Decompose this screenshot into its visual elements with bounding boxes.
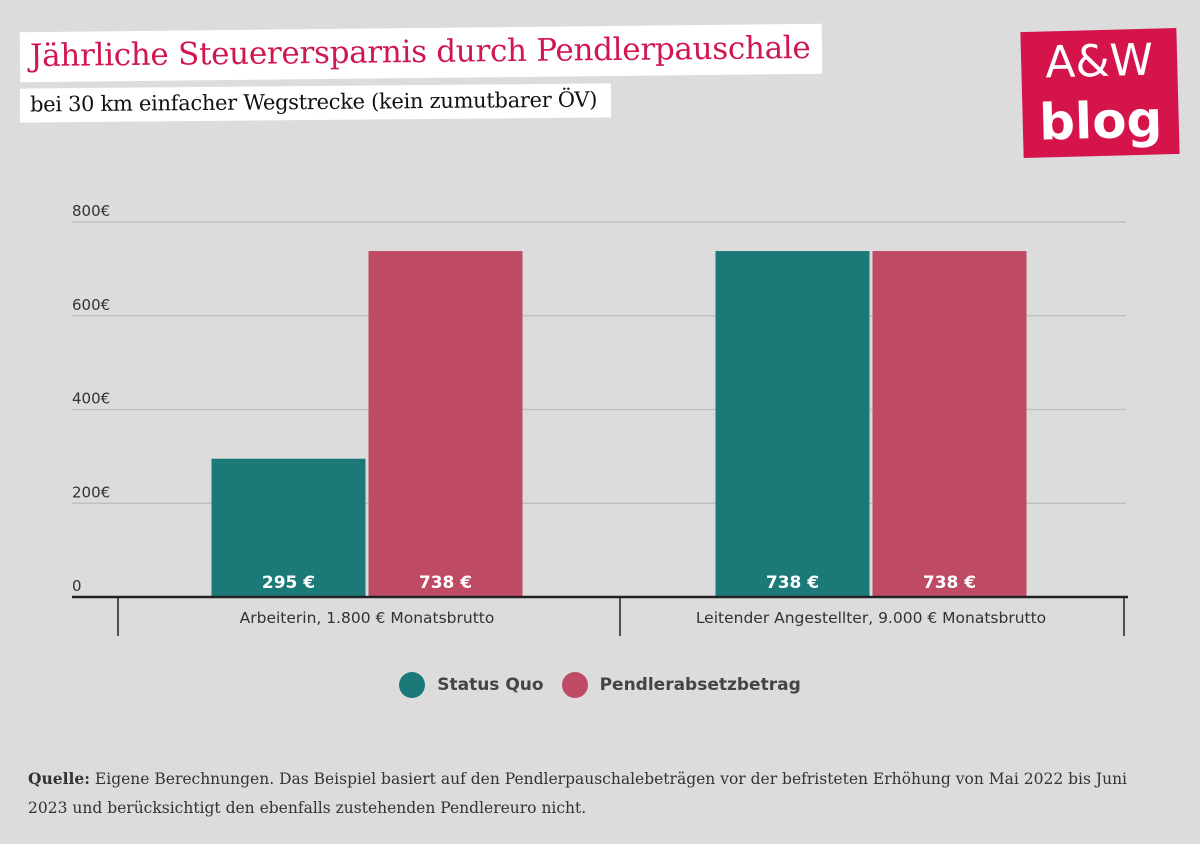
legend: Status Quo Pendlerabsetzbetrag <box>0 672 1200 698</box>
y-tick-label: 200€ <box>72 483 110 501</box>
source-text: Eigene Berechnungen. Das Beispiel basier… <box>28 770 1128 817</box>
y-tick-label: 600€ <box>72 296 110 314</box>
y-tick-label: 800€ <box>72 202 110 220</box>
bar-value-label: 295 € <box>262 573 315 593</box>
y-tick-label: 400€ <box>72 390 110 408</box>
legend-swatch-pendlerabsetzbetrag <box>561 672 588 698</box>
bar-value-label: 738 € <box>766 573 819 593</box>
x-category-label: Leitender Angestellter, 9.000 € Monatsbr… <box>696 609 1046 627</box>
bar <box>715 251 870 597</box>
bar <box>872 251 1027 597</box>
legend-swatch-status-quo <box>399 672 426 698</box>
bar <box>211 458 366 597</box>
source-note: Quelle: Eigene Berechnungen. Das Beispie… <box>28 764 1168 823</box>
bar <box>368 251 523 597</box>
y-tick-label: 0 <box>72 577 82 595</box>
bar-value-label: 738 € <box>923 573 976 593</box>
legend-item-pendlerabsetzbetrag: Pendlerabsetzbetrag <box>561 672 801 698</box>
legend-item-status-quo: Status Quo <box>399 672 544 698</box>
source-label: Quelle: <box>28 769 90 788</box>
x-category-label: Arbeiterin, 1.800 € Monatsbrutto <box>240 609 495 627</box>
bar-value-label: 738 € <box>419 573 472 593</box>
legend-label-pendlerabsetzbetrag: Pendlerabsetzbetrag <box>599 675 801 695</box>
legend-label-status-quo: Status Quo <box>437 675 544 695</box>
